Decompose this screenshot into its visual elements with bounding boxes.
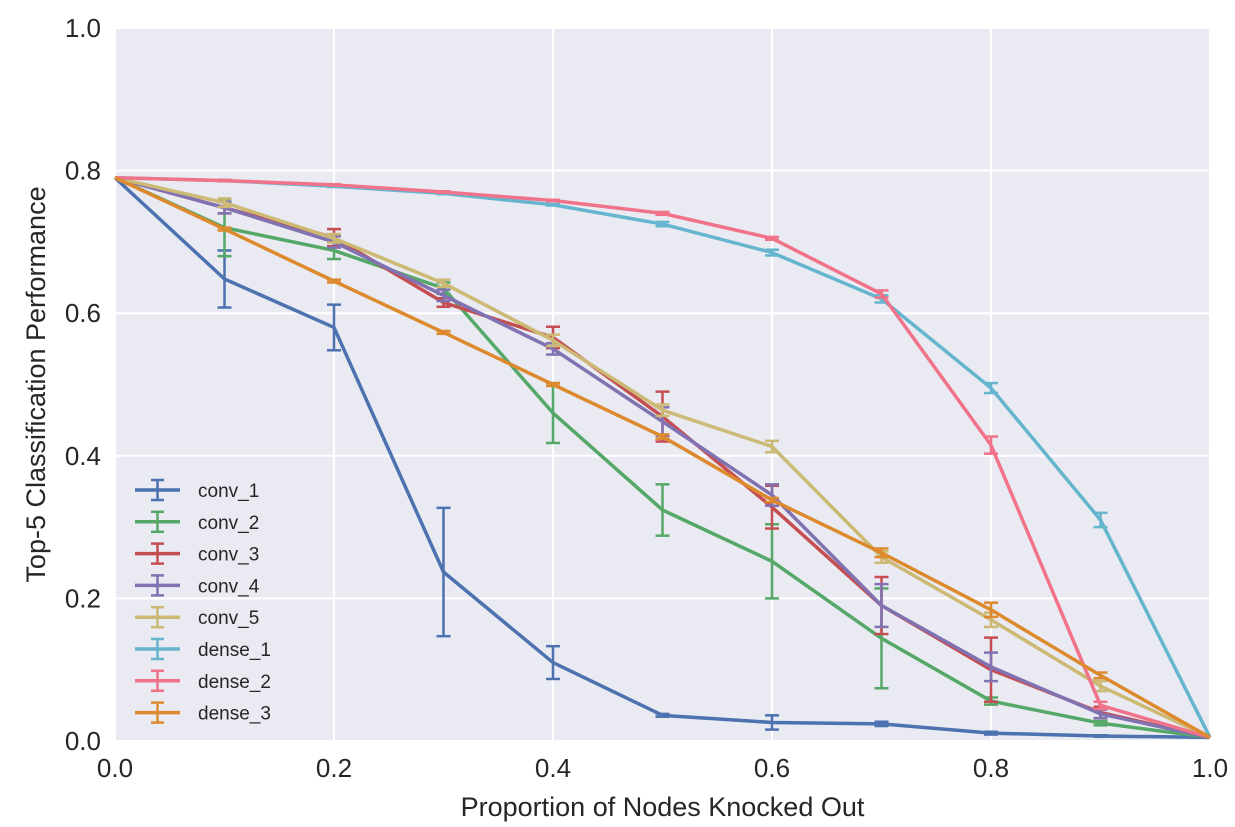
y-tick-label: 1.0 [65, 13, 101, 43]
error-bar [984, 651, 998, 683]
error-bar [1093, 671, 1108, 680]
series-layer [113, 175, 1212, 740]
error-bar [1093, 734, 1108, 738]
legend-item-dense_2: dense_2 [135, 669, 271, 693]
legend-item-conv_2: conv_2 [135, 510, 259, 534]
y-tick-label: 0.8 [65, 156, 101, 186]
error-bar [874, 582, 889, 629]
error-bar [546, 644, 560, 681]
x-tick-label: 0.6 [754, 753, 790, 783]
x-axis-label: Proportion of Nodes Knocked Out [461, 792, 865, 822]
error-bar [327, 182, 341, 187]
error-bar [984, 601, 998, 619]
error-bar [874, 720, 889, 728]
error-bar [436, 190, 451, 194]
error-bar [217, 178, 232, 183]
error-bar [984, 730, 998, 736]
error-bar [546, 381, 560, 388]
error-bar [655, 210, 670, 217]
legend-label: conv_4 [198, 576, 260, 597]
x-tick-label: 0.8 [973, 753, 1009, 783]
series-dense_2 [114, 175, 1211, 740]
error-bar [765, 714, 779, 731]
series-dense_3 [114, 176, 1211, 739]
error-bar [217, 197, 232, 209]
error-bar [546, 202, 560, 207]
legend-item-conv_3: conv_3 [135, 542, 259, 566]
error-bar [436, 506, 451, 638]
y-tick-label: 0.0 [65, 726, 101, 756]
error-bar [436, 288, 451, 303]
error-bar [984, 381, 998, 395]
error-bar [436, 278, 451, 289]
x-tick-label: 1.0 [1192, 753, 1228, 783]
error-bar [1093, 700, 1108, 711]
error-bar [765, 248, 779, 257]
legend-label: dense_3 [198, 704, 271, 725]
x-tick-label: 0.4 [535, 753, 571, 783]
plot-area [115, 28, 1210, 741]
legend-item-dense_3: dense_3 [135, 701, 271, 725]
legend-item-conv_4: conv_4 [135, 574, 260, 597]
legend-label: conv_2 [198, 513, 259, 534]
error-bar [984, 435, 998, 455]
legend-item-dense_1: dense_1 [135, 637, 271, 661]
error-bar [874, 547, 889, 559]
error-bar [546, 333, 560, 348]
error-bar [327, 303, 341, 352]
error-bar [327, 278, 341, 284]
error-bar [327, 232, 341, 244]
error-bar [1093, 719, 1108, 727]
error-bar [1093, 511, 1108, 529]
legend-label: dense_1 [198, 640, 271, 661]
error-bar [655, 712, 670, 719]
legend-label: conv_3 [198, 545, 259, 566]
legend-label: dense_2 [198, 672, 271, 693]
series-conv_1 [113, 176, 1211, 740]
x-tick-label: 0.0 [97, 753, 133, 783]
error-bar [765, 235, 779, 242]
y-axis-label: Top-5 Classification Performance [21, 186, 51, 582]
error-bar [217, 226, 232, 232]
error-bar [765, 439, 779, 454]
error-bar [765, 496, 779, 504]
legend: conv_1 conv_2 conv_3 conv_4 conv_5 dense_1den… [135, 478, 271, 725]
legend-item-conv_1: conv_1 [135, 478, 259, 502]
y-tick-label: 0.2 [65, 583, 101, 613]
y-tick-label: 0.4 [65, 441, 101, 471]
y-tick-label: 0.6 [65, 298, 101, 328]
error-bar [874, 289, 889, 299]
tick-labels: 0.0 0.2 0.4 0.6 0.8 1.0 0.0 0.2 0.4 0.6 0.8 1.0 [65, 13, 1228, 783]
error-bar [655, 433, 670, 440]
legend-item-conv_5: conv_5 [135, 605, 259, 629]
error-bar [655, 483, 670, 537]
error-bar [546, 198, 560, 203]
error-bar [655, 220, 670, 228]
legend-label: conv_5 [198, 608, 259, 629]
legend-label: conv_1 [198, 481, 259, 502]
error-bar [436, 329, 451, 336]
error-bar [655, 403, 670, 418]
x-tick-label: 0.2 [316, 753, 352, 783]
